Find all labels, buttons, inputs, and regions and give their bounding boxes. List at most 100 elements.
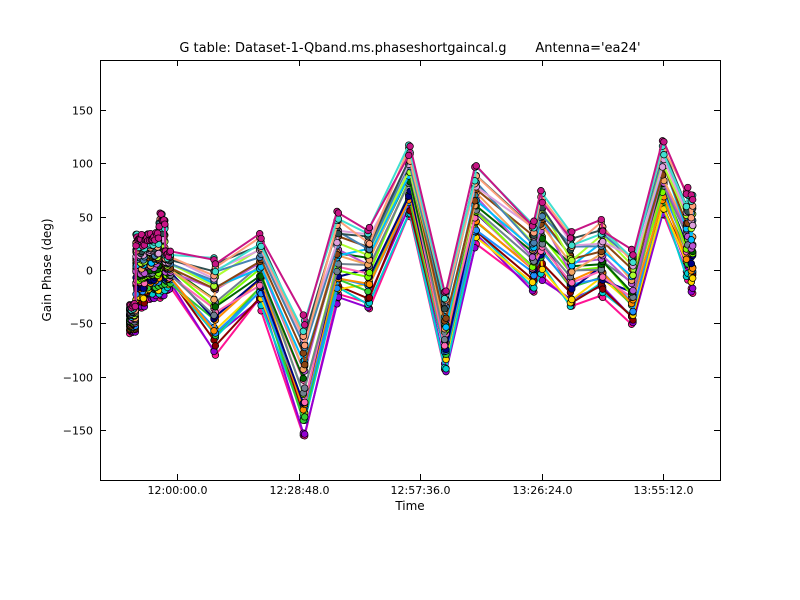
data-point	[139, 294, 148, 303]
data-point	[440, 342, 449, 350]
data-point	[301, 398, 309, 406]
data-point	[166, 247, 175, 255]
data-point	[528, 253, 537, 261]
data-point	[301, 341, 309, 350]
data-point	[299, 374, 307, 383]
data-point	[301, 430, 309, 438]
data-point	[442, 287, 450, 295]
x-tick-label: 13:26:24.0	[513, 484, 573, 497]
data-point	[629, 307, 637, 316]
data-point	[568, 268, 576, 276]
data-point	[210, 295, 218, 304]
data-point	[538, 276, 546, 285]
data-point	[658, 163, 667, 171]
y-tick-label: −150	[63, 425, 93, 438]
data-point	[211, 342, 220, 350]
data-point	[440, 305, 449, 313]
data-point	[597, 215, 605, 224]
data-point	[537, 187, 545, 195]
data-point	[442, 314, 450, 322]
y-tick-label: 100	[72, 158, 93, 171]
data-point	[334, 209, 343, 217]
data-point	[530, 217, 538, 225]
x-tick-label: 12:28:48.0	[270, 484, 330, 497]
y-tick-label: −100	[63, 372, 93, 385]
x-tick-label: 12:57:36.0	[391, 484, 451, 497]
data-point	[301, 413, 309, 421]
y-axis-label: Gain Phase (deg)	[40, 218, 54, 321]
y-tick-label: −50	[70, 318, 93, 331]
data-point	[689, 274, 697, 282]
data-point	[257, 234, 265, 243]
data-point	[161, 220, 169, 228]
plot-frame	[100, 60, 721, 481]
data-point	[301, 384, 309, 392]
data-point	[210, 311, 218, 319]
data-point	[629, 251, 637, 259]
data-point	[365, 280, 374, 288]
data-point	[689, 195, 697, 204]
data-point	[629, 286, 637, 295]
data-point	[689, 284, 697, 292]
data-point	[660, 151, 668, 159]
x-tick-label: 12:00:00.0	[148, 484, 208, 497]
data-point	[568, 295, 576, 304]
data-point	[687, 214, 695, 222]
data-point	[299, 311, 307, 319]
data-point	[365, 240, 374, 248]
data-point	[301, 361, 309, 369]
data-point	[442, 323, 450, 331]
data-point	[137, 230, 146, 239]
data-point	[333, 267, 341, 276]
data-point	[530, 239, 538, 247]
chart-title: G table: Dataset-1-Qband.ms.phaseshortga…	[179, 41, 640, 56]
data-point	[406, 142, 414, 150]
data-point	[405, 151, 413, 160]
data-point	[365, 223, 374, 232]
x-tick-label: 13:55:12.0	[634, 484, 694, 497]
data-point	[682, 202, 691, 211]
data-point	[211, 303, 220, 311]
data-point	[689, 221, 697, 230]
data-point	[599, 227, 607, 235]
x-axis: 12:00:00.0 12:28:48.0 12:57:36.0 13:26:24.0…	[148, 60, 694, 497]
data-point	[299, 327, 307, 335]
y-axis: −150 −100 −50 0 50 100 150	[63, 105, 720, 438]
data-point	[256, 281, 264, 290]
data-point	[365, 294, 374, 302]
data-point	[154, 234, 163, 242]
y-tick-label: 0	[86, 265, 93, 278]
data-point	[211, 267, 220, 276]
data-point	[538, 198, 546, 207]
data-point	[538, 235, 546, 243]
data-point	[599, 273, 607, 281]
data-point	[568, 256, 576, 265]
data-point	[211, 260, 220, 268]
data-point	[528, 278, 537, 286]
data-point	[538, 212, 546, 220]
data-layer	[126, 137, 697, 440]
data-point	[687, 259, 695, 268]
data-point	[568, 279, 576, 287]
data-point	[538, 265, 546, 274]
data-point	[629, 258, 637, 266]
data-point	[684, 183, 692, 192]
x-axis-label: Time	[394, 499, 424, 513]
data-point	[568, 228, 576, 236]
data-point	[365, 269, 374, 277]
data-point	[301, 321, 309, 329]
data-point	[689, 242, 697, 250]
y-tick-label: 50	[79, 212, 93, 225]
data-point	[440, 295, 449, 303]
data-point	[660, 138, 668, 146]
data-point	[687, 236, 695, 244]
data-point	[131, 302, 139, 311]
data-point	[566, 234, 575, 242]
data-point	[333, 238, 341, 247]
data-point	[568, 241, 576, 249]
data-point	[472, 162, 480, 170]
data-point	[210, 327, 218, 335]
data-point	[568, 285, 576, 293]
y-tick-label: 150	[72, 105, 93, 118]
